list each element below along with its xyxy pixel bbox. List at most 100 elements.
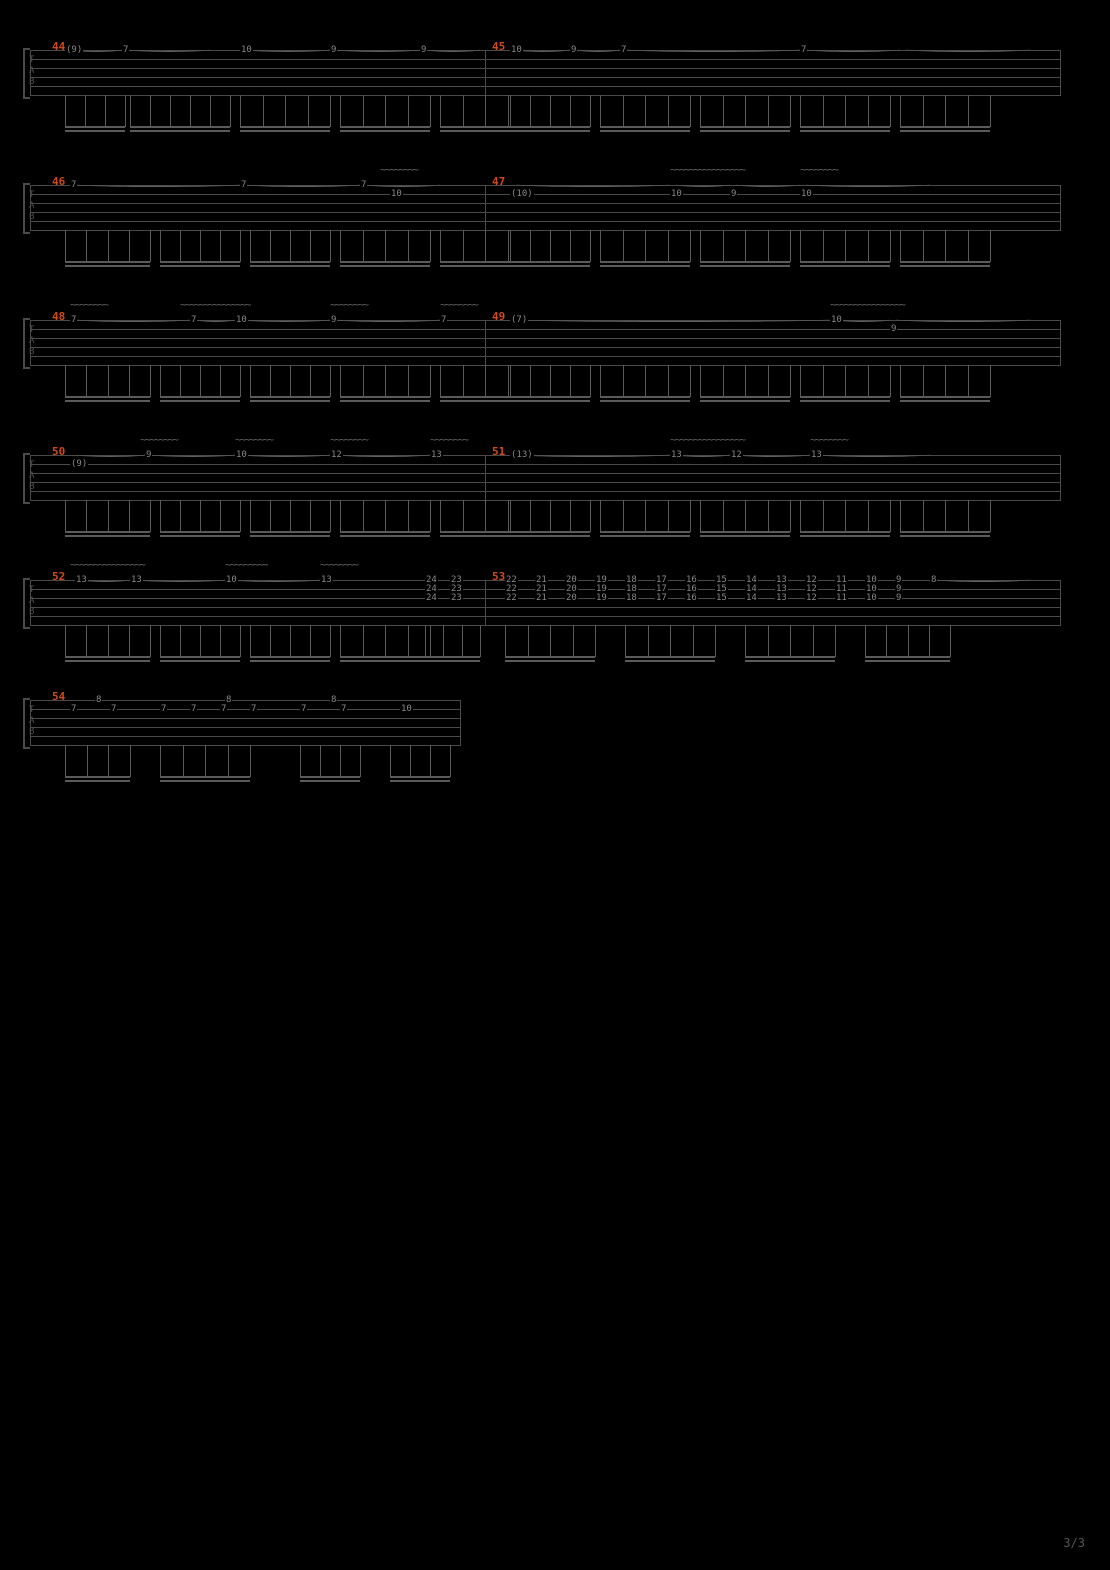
vibrato-mark: ~~~~~~~~ bbox=[235, 433, 272, 446]
stem bbox=[715, 625, 716, 657]
stem bbox=[390, 745, 391, 777]
stem bbox=[645, 230, 646, 262]
slur bbox=[151, 452, 235, 457]
stem bbox=[440, 500, 441, 532]
beam bbox=[900, 400, 990, 402]
vibrato-mark: ~~~~~~~~~ bbox=[225, 558, 267, 571]
barline bbox=[485, 580, 486, 626]
stem bbox=[865, 625, 866, 657]
stem bbox=[890, 365, 891, 397]
stem bbox=[430, 625, 431, 657]
stem bbox=[440, 365, 441, 397]
beam bbox=[510, 535, 590, 537]
stem bbox=[723, 95, 724, 127]
slur bbox=[806, 182, 930, 187]
stem bbox=[530, 500, 531, 532]
stem bbox=[85, 95, 86, 127]
beam bbox=[160, 660, 240, 662]
measure-number: 51 bbox=[492, 445, 505, 458]
stem bbox=[800, 500, 801, 532]
stem bbox=[108, 365, 109, 397]
fret-number: 10 bbox=[235, 451, 248, 460]
fret-number: 16 bbox=[685, 594, 698, 603]
fret-number: 7 bbox=[250, 705, 257, 714]
beam bbox=[800, 130, 890, 132]
stem bbox=[330, 230, 331, 262]
fret-number: 8 bbox=[330, 696, 337, 705]
stem bbox=[340, 625, 341, 657]
stem bbox=[220, 500, 221, 532]
stem bbox=[886, 625, 887, 657]
staff-line bbox=[30, 329, 1060, 330]
stem bbox=[570, 230, 571, 262]
barline bbox=[485, 50, 486, 96]
measure-number: 50 bbox=[52, 445, 65, 458]
measure-number: 47 bbox=[492, 175, 505, 188]
stem bbox=[150, 625, 151, 657]
slur bbox=[76, 182, 240, 187]
fret-number: 7 bbox=[300, 705, 307, 714]
fret-number: 10 bbox=[830, 316, 843, 325]
fret-number: 9 bbox=[730, 190, 737, 199]
stem bbox=[220, 365, 221, 397]
slur bbox=[231, 577, 320, 582]
stem bbox=[550, 95, 551, 127]
stem bbox=[210, 95, 211, 127]
stem bbox=[200, 230, 201, 262]
stem bbox=[900, 230, 901, 262]
stem bbox=[190, 95, 191, 127]
stem bbox=[300, 745, 301, 777]
fret-number: 8 bbox=[930, 576, 937, 585]
stem bbox=[900, 365, 901, 397]
vibrato-mark: ~~~~~~~~ bbox=[330, 433, 367, 446]
fret-number: 7 bbox=[220, 705, 227, 714]
beam bbox=[510, 130, 590, 132]
stem bbox=[129, 625, 130, 657]
stem bbox=[462, 625, 463, 657]
staff-line bbox=[30, 338, 1060, 339]
stem bbox=[700, 230, 701, 262]
stem bbox=[86, 230, 87, 262]
stem bbox=[508, 500, 509, 532]
beam bbox=[340, 535, 430, 537]
staff-line bbox=[30, 68, 1060, 69]
vibrato-mark: ~~~~~~~~ bbox=[140, 433, 177, 446]
vibrato-mark: ~~~~~~~~~~~~~~~~ bbox=[670, 163, 744, 176]
stem bbox=[408, 625, 409, 657]
stem bbox=[125, 95, 126, 127]
stem bbox=[330, 365, 331, 397]
stem bbox=[668, 230, 669, 262]
stem bbox=[923, 365, 924, 397]
stem bbox=[430, 95, 431, 127]
stem bbox=[945, 230, 946, 262]
stem bbox=[690, 365, 691, 397]
stem bbox=[845, 230, 846, 262]
stem bbox=[408, 95, 409, 127]
stem bbox=[768, 230, 769, 262]
barline bbox=[30, 580, 31, 626]
beam bbox=[390, 776, 450, 778]
stem bbox=[745, 230, 746, 262]
stem bbox=[270, 500, 271, 532]
fret-number: 7 bbox=[190, 316, 197, 325]
stem bbox=[890, 230, 891, 262]
slur bbox=[81, 577, 130, 582]
stem bbox=[623, 500, 624, 532]
vibrato-mark: ~~~~~~~~ bbox=[70, 298, 107, 311]
stem bbox=[65, 625, 66, 657]
stem bbox=[363, 500, 364, 532]
fret-number: 7 bbox=[440, 316, 447, 325]
fret-number: 7 bbox=[122, 46, 129, 55]
stem bbox=[900, 500, 901, 532]
beam bbox=[160, 535, 240, 537]
barline bbox=[485, 320, 486, 366]
stem bbox=[180, 500, 181, 532]
beam bbox=[250, 660, 330, 662]
slur bbox=[136, 577, 225, 582]
staff-line bbox=[30, 727, 460, 728]
beam bbox=[65, 126, 125, 128]
stem bbox=[463, 95, 464, 127]
slur bbox=[626, 47, 800, 52]
beam bbox=[600, 265, 690, 267]
slur bbox=[736, 182, 800, 187]
